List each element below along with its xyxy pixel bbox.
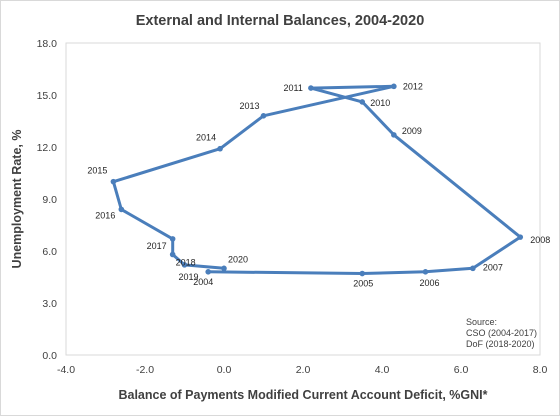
data-point-2019	[181, 262, 188, 268]
point-label-2016: 2016	[95, 210, 115, 220]
y-axis-title: Unemployment Rate, %	[10, 130, 24, 269]
series-line	[111, 84, 522, 275]
point-label-2017: 2017	[147, 241, 167, 251]
source-line: DoF (2018-2020)	[466, 339, 535, 349]
data-point-2007	[470, 265, 476, 272]
data-point-2020	[221, 265, 227, 272]
point-label-2019: 2019	[179, 272, 199, 282]
data-point-2018	[169, 251, 176, 258]
data-point-2017	[169, 236, 176, 242]
x-tick-label: -2.0	[136, 364, 154, 376]
y-tick-label: 12.0	[37, 142, 58, 154]
point-label-2015: 2015	[87, 166, 107, 176]
data-point-2010	[359, 99, 366, 105]
y-tick-label: 9.0	[42, 194, 57, 206]
point-label-2010: 2010	[370, 98, 390, 108]
plot-area-border	[65, 42, 541, 356]
x-tick-label: 6.0	[454, 364, 469, 376]
data-point-2006	[422, 269, 429, 275]
y-tick-label: 0.0	[42, 350, 57, 362]
point-label-2012: 2012	[403, 81, 423, 91]
data-point-2011	[308, 85, 314, 91]
x-axis-ticks: -4.0 -2.0 0.0 2.0 4.0 6.0 8.0	[57, 364, 547, 376]
source-note: Source:CSO (2004-2017)DoF (2018-2020)	[466, 317, 537, 349]
data-point-2014	[217, 145, 223, 152]
x-axis-title: Balance of Payments Modified Current Acc…	[118, 388, 487, 402]
data-point-2009	[391, 132, 397, 138]
data-point-2016	[118, 206, 125, 213]
point-label-2006: 2006	[419, 278, 439, 288]
data-point-2004	[205, 269, 211, 275]
x-tick-label: 8.0	[533, 364, 548, 376]
y-tick-label: 3.0	[42, 298, 57, 310]
point-label-2013: 2013	[240, 101, 260, 111]
point-label-2014: 2014	[196, 133, 216, 143]
x-tick-label: 4.0	[375, 364, 390, 376]
point-label-2009: 2009	[402, 126, 422, 136]
data-point-2012	[391, 83, 397, 90]
y-tick-label: 18.0	[37, 38, 58, 50]
point-label-2018: 2018	[176, 257, 196, 267]
x-tick-label: -4.0	[57, 364, 75, 376]
point-label-2020: 2020	[228, 254, 248, 264]
data-point-2008	[517, 234, 524, 240]
point-label-2004: 2004	[193, 277, 213, 287]
y-tick-label: 6.0	[42, 246, 57, 258]
data-point-2005	[359, 270, 366, 277]
point-label-2005: 2005	[353, 279, 373, 289]
chart-title: External and Internal Balances, 2004-202…	[136, 13, 425, 29]
data-point-2013	[260, 113, 267, 119]
data-point-2015	[110, 178, 117, 185]
data-points	[110, 83, 524, 277]
source-line: CSO (2004-2017)	[466, 328, 537, 338]
point-label-2008: 2008	[530, 235, 550, 245]
point-label-2011: 2011	[284, 83, 303, 93]
y-tick-label: 15.0	[37, 90, 58, 102]
x-tick-label: 0.0	[217, 364, 232, 376]
y-axis-ticks: 0.0 3.0 6.0 9.0 12.0 15.0 18.0	[37, 38, 58, 362]
point-labels: 2004 2005 2006 2007 2008 2009 2010 2011 2012 2013…	[87, 81, 550, 288]
x-tick-label: 2.0	[296, 364, 311, 376]
point-label-2007: 2007	[483, 262, 503, 272]
source-line: Source:	[466, 317, 497, 327]
